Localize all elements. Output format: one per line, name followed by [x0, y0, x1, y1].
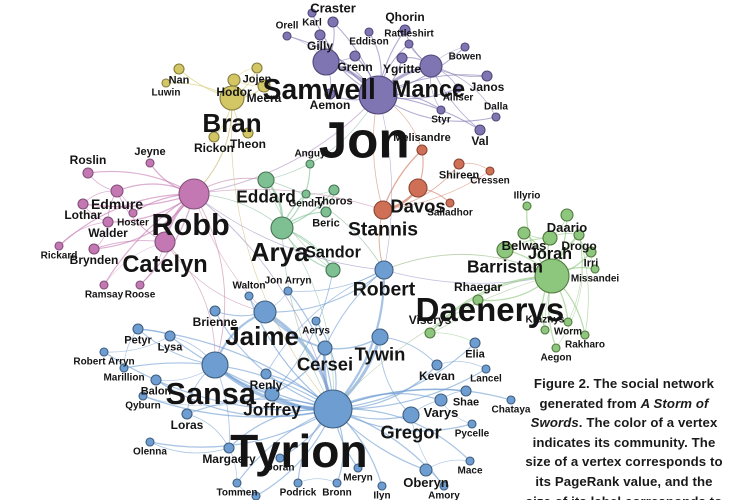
svg-text:Aegon: Aegon — [540, 353, 571, 364]
svg-text:Mace: Mace — [457, 466, 482, 477]
svg-text:Walton: Walton — [233, 281, 266, 292]
svg-text:Gilly: Gilly — [307, 39, 333, 53]
svg-text:Tyrion: Tyrion — [230, 425, 367, 477]
svg-text:Orell: Orell — [276, 21, 299, 32]
svg-text:Cersei: Cersei — [297, 354, 353, 375]
svg-text:Ramsay: Ramsay — [85, 290, 124, 301]
svg-text:Catelyn: Catelyn — [122, 252, 207, 278]
svg-text:Lancel: Lancel — [470, 374, 502, 385]
svg-text:Grenn: Grenn — [337, 60, 372, 74]
svg-text:Elia: Elia — [465, 348, 485, 360]
svg-text:Styr: Styr — [431, 115, 451, 126]
svg-text:Meryn: Meryn — [343, 473, 372, 484]
svg-text:Amory: Amory — [428, 491, 460, 500]
svg-text:Ygritte: Ygritte — [383, 62, 421, 76]
svg-text:Gregor: Gregor — [380, 422, 441, 443]
svg-text:Roslin: Roslin — [70, 153, 107, 167]
svg-text:Walder: Walder — [88, 226, 128, 240]
svg-text:Daenerys: Daenerys — [416, 291, 565, 328]
svg-text:Alliser: Alliser — [443, 93, 474, 104]
svg-text:Luwin: Luwin — [152, 88, 181, 99]
svg-text:Renly: Renly — [250, 378, 283, 392]
svg-text:Petyr: Petyr — [124, 334, 152, 346]
svg-text:Eddison: Eddison — [349, 37, 388, 48]
svg-text:Beric: Beric — [312, 217, 340, 229]
svg-text:Worm: Worm — [554, 327, 582, 338]
svg-text:Joffrey: Joffrey — [243, 400, 301, 420]
svg-text:Brynden: Brynden — [70, 253, 119, 267]
svg-text:Bowen: Bowen — [449, 52, 482, 63]
svg-text:Irri: Irri — [584, 257, 599, 269]
svg-text:Pycelle: Pycelle — [455, 429, 490, 440]
svg-text:Belwas: Belwas — [502, 238, 547, 253]
svg-text:Bronn: Bronn — [322, 488, 351, 499]
svg-text:Rakharo: Rakharo — [565, 340, 605, 351]
svg-text:Tommen: Tommen — [217, 488, 258, 499]
svg-text:Tywin: Tywin — [355, 344, 406, 365]
svg-text:Illyrio: Illyrio — [514, 191, 541, 202]
svg-text:Lysa: Lysa — [158, 341, 184, 353]
svg-text:Oberyn: Oberyn — [403, 475, 449, 490]
svg-text:Robert: Robert — [353, 279, 416, 301]
svg-text:Balon: Balon — [141, 385, 172, 397]
svg-text:Salladhor: Salladhor — [427, 208, 473, 219]
svg-text:Aemon: Aemon — [310, 98, 351, 112]
svg-text:Drogo: Drogo — [561, 239, 596, 253]
svg-text:Craster: Craster — [310, 0, 356, 15]
svg-text:Qyburn: Qyburn — [125, 401, 161, 412]
svg-text:Margaery: Margaery — [202, 452, 256, 466]
svg-text:Karl: Karl — [302, 18, 322, 29]
svg-text:Arya: Arya — [251, 237, 309, 267]
svg-text:Aerys: Aerys — [302, 326, 330, 337]
svg-text:Roose: Roose — [125, 290, 156, 301]
svg-text:Doran: Doran — [266, 463, 295, 474]
svg-text:Marillion: Marillion — [103, 373, 144, 384]
svg-text:Robert Arryn: Robert Arryn — [73, 357, 134, 368]
svg-text:Sandor: Sandor — [305, 243, 361, 261]
svg-text:Jojen: Jojen — [243, 73, 272, 85]
svg-text:Lothar: Lothar — [64, 208, 102, 222]
svg-text:Brienne: Brienne — [193, 315, 238, 329]
svg-text:Ilyn: Ilyn — [373, 491, 390, 500]
svg-text:Thoros: Thoros — [315, 195, 352, 207]
svg-text:Theon: Theon — [230, 137, 266, 151]
svg-text:Cressen: Cressen — [470, 176, 509, 187]
svg-text:Bran: Bran — [202, 108, 261, 138]
svg-text:Rickon: Rickon — [194, 141, 234, 155]
svg-text:Eddard: Eddard — [236, 187, 296, 207]
svg-text:Olenna: Olenna — [133, 447, 167, 458]
svg-text:Stannis: Stannis — [348, 219, 418, 241]
svg-text:Daario: Daario — [547, 220, 588, 235]
svg-text:Podrick: Podrick — [280, 488, 317, 499]
svg-text:Robb: Robb — [151, 207, 229, 242]
svg-text:Qhorin: Qhorin — [385, 10, 424, 24]
svg-text:Val: Val — [471, 134, 488, 148]
svg-text:Meera: Meera — [247, 91, 282, 105]
svg-text:Shae: Shae — [453, 396, 479, 408]
svg-text:Anguy: Anguy — [294, 149, 326, 160]
svg-text:Missandei: Missandei — [571, 274, 620, 285]
svg-text:Jon Arryn: Jon Arryn — [265, 276, 312, 287]
svg-text:Loras: Loras — [171, 418, 204, 432]
svg-text:Jeyne: Jeyne — [134, 146, 165, 158]
svg-text:Janos: Janos — [470, 80, 505, 94]
svg-text:Kevan: Kevan — [419, 369, 455, 383]
svg-text:Rattleshirt: Rattleshirt — [384, 29, 434, 40]
svg-text:Nan: Nan — [169, 74, 190, 86]
svg-text:Melisandre: Melisandre — [393, 132, 450, 144]
svg-text:Dalla: Dalla — [484, 102, 508, 113]
